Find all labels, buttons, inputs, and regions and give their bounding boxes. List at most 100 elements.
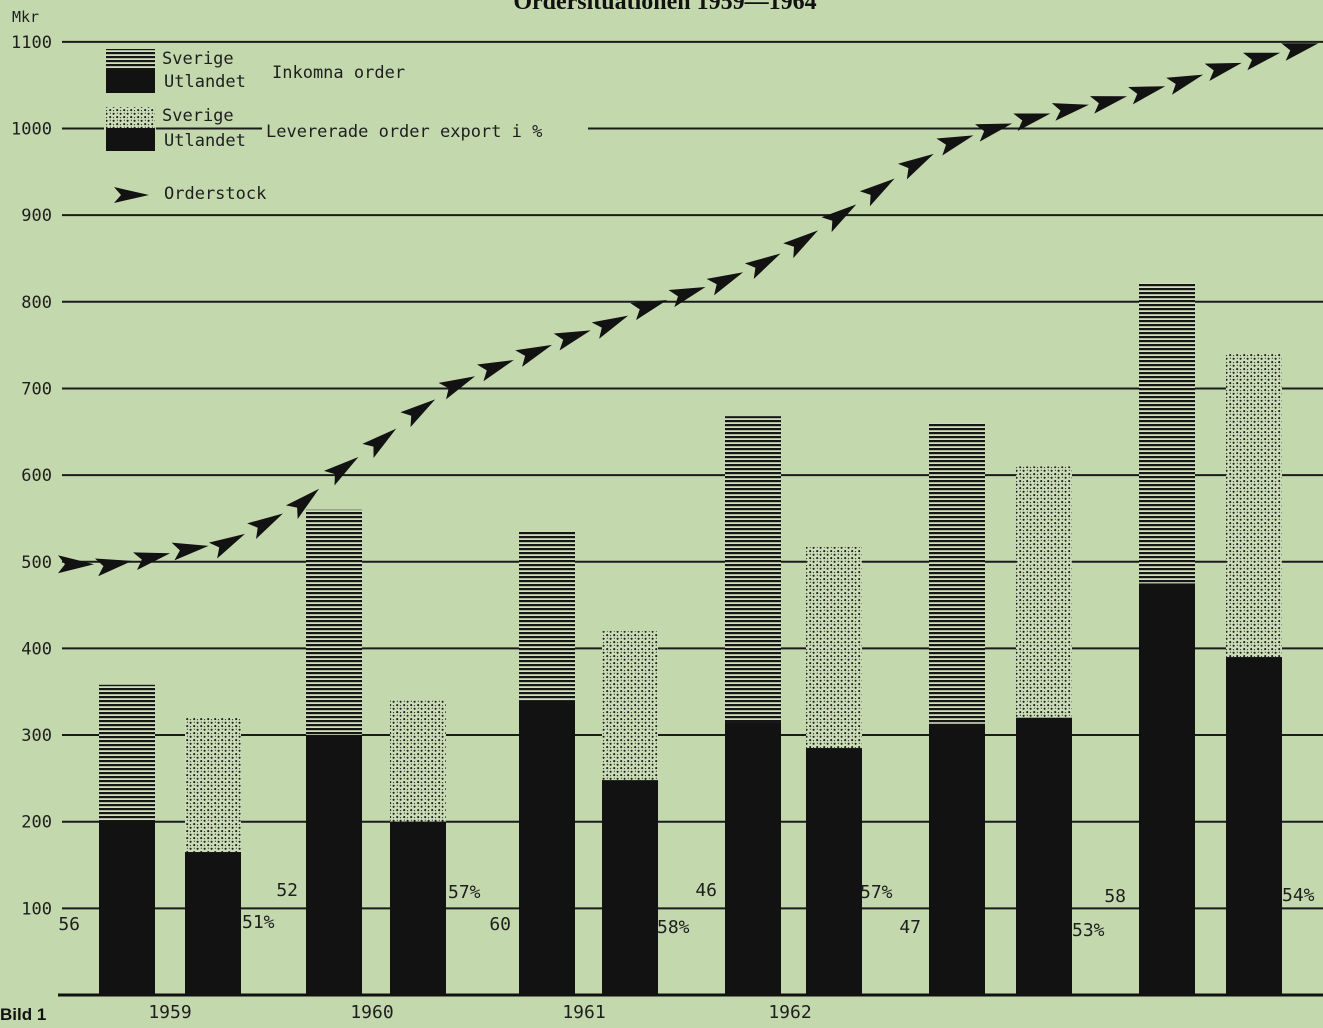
orderstock-arrow [975, 123, 1013, 142]
export-percent-label: 54% [1282, 885, 1315, 906]
bar-incoming-utlandet [725, 722, 781, 995]
legend-label-incoming-group: Inkomna order [272, 63, 405, 83]
orderstock-arrow [936, 135, 974, 156]
export-percent-label: 58 [1104, 886, 1126, 907]
orderstock-arrow [821, 204, 857, 233]
orderstock-arrow [591, 315, 629, 339]
y-tick-label: 1000 [11, 120, 52, 140]
export-percent-label: 57% [448, 882, 481, 903]
export-percent-label: 58% [657, 917, 690, 938]
export-percent-label: 52 [276, 880, 298, 901]
bar-incoming-utlandet [519, 700, 575, 995]
legend-swatch-delivered-utlandet [106, 128, 155, 151]
legend-arrow-orderstock-icon [114, 187, 149, 203]
legend-label-incoming-utlandet: Utlandet [164, 72, 246, 92]
orderstock-arrow [1281, 43, 1319, 61]
y-tick-label: 500 [21, 553, 52, 573]
y-tick-label: 600 [21, 466, 52, 486]
orderstock-arrow [668, 286, 706, 308]
export-percent-label: 53% [1072, 920, 1105, 941]
bar-delivered-utlandet [602, 780, 658, 995]
orderstock-arrow [1243, 52, 1281, 71]
y-tick-label: 1100 [11, 33, 52, 53]
bar-delivered-sverige [1016, 466, 1072, 718]
x-tick-label: 1961 [562, 1002, 605, 1023]
export-percent-label: 47 [899, 917, 921, 938]
y-tick-label: 300 [21, 726, 52, 746]
legend-swatch-incoming-utlandet [106, 70, 155, 93]
bar-delivered-sverige [185, 717, 241, 853]
export-percent-label: 46 [695, 880, 717, 901]
bar-incoming-sverige [1139, 282, 1195, 584]
bar-delivered-utlandet [1016, 717, 1072, 995]
bar-delivered-sverige [1226, 353, 1282, 658]
orderstock-arrow [247, 513, 283, 540]
orderstock-arrow [1013, 113, 1051, 131]
figure-label: Bild 1 [0, 1005, 46, 1023]
y-tick-label: 100 [21, 899, 52, 919]
bar-delivered-utlandet [1226, 657, 1282, 995]
export-percent-label: 51% [242, 912, 275, 933]
bar-incoming-utlandet [99, 821, 155, 995]
legend-label-orderstock: Orderstock [164, 184, 266, 204]
orderstock-arrow [553, 330, 591, 351]
y-axis-label: Mkr [12, 8, 39, 26]
legend-label-delivered-utlandet: Utlandet [164, 131, 246, 151]
bar-incoming-utlandet [929, 723, 985, 995]
legend-label-backdrop [262, 118, 588, 142]
x-tick-label: 1960 [350, 1002, 393, 1023]
orderstock-arrow [285, 488, 320, 520]
orderstock-arrow [1128, 86, 1166, 105]
orderstock-arrow [133, 552, 171, 570]
x-tick-label: 1962 [768, 1002, 811, 1023]
orderstock-arrow [323, 457, 359, 486]
bar-delivered-utlandet [806, 748, 862, 995]
bar-incoming-sverige [519, 531, 575, 701]
orderstock-arrow [744, 253, 781, 280]
orderstock-arrow [58, 555, 94, 574]
bar-incoming-sverige [725, 416, 781, 723]
orderstock-arrow [362, 428, 397, 459]
bar-delivered-sverige [602, 631, 658, 781]
bar-delivered-sverige [806, 547, 862, 749]
orderstock-arrow [171, 542, 209, 561]
orderstock-arrow [630, 299, 668, 321]
orderstock-arrow [706, 272, 744, 296]
bar-delivered-utlandet [390, 821, 446, 995]
y-tick-label: 900 [21, 206, 52, 226]
bar-incoming-sverige [306, 509, 362, 736]
legend-label-delivered-group: Levererade order export i % [266, 122, 542, 142]
orderstock-arrow [477, 359, 514, 382]
bar-incoming-utlandet [306, 735, 362, 995]
orderstock-arrow [1166, 74, 1204, 95]
orderstock-arrow [783, 230, 819, 259]
bar-incoming-utlandet [1139, 583, 1195, 995]
orderstock-arrow [438, 376, 476, 400]
bar-incoming-sverige [99, 684, 155, 822]
chart-title: Ordersituationen 1959—1964 [513, 0, 816, 15]
orderstock-arrow [400, 399, 436, 428]
export-percent-label: 56 [58, 914, 80, 935]
bar-delivered-sverige [390, 700, 446, 822]
export-percent-label: 57% [860, 882, 893, 903]
orderstock-arrow [859, 178, 895, 207]
bar-incoming-sverige [929, 423, 985, 724]
orderstock-arrow [1204, 62, 1242, 81]
orderstock-arrow [94, 558, 132, 577]
y-tick-label: 400 [21, 639, 52, 659]
orderstock-arrow [515, 344, 552, 367]
legend-label-incoming-sverige: Sverige [162, 49, 234, 69]
orderstock-arrow [1051, 103, 1089, 121]
legend-label-delivered-sverige: Sverige [162, 106, 234, 126]
legend-swatch-incoming-sverige [106, 49, 155, 70]
legend-swatch-delivered-sverige [106, 107, 155, 128]
y-tick-label: 800 [21, 293, 52, 313]
x-tick-label: 1959 [148, 1002, 191, 1023]
export-percent-label: 60 [489, 914, 511, 935]
orderstock-arrow [897, 153, 934, 180]
bar-delivered-utlandet [185, 852, 241, 995]
orderstock-arrow [1089, 96, 1128, 114]
orderstock-arrow [208, 533, 245, 559]
